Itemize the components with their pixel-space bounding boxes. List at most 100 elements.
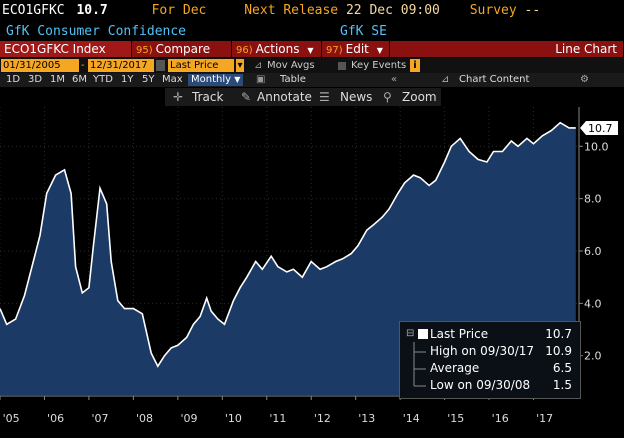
field-dropdown-icon[interactable]: ▾ [236, 59, 244, 72]
table-button[interactable]: Table [280, 74, 306, 85]
y-axis: 2.0 4.0 6.0 8.0 10.0 [578, 107, 624, 438]
chart-legend[interactable]: ⊟ Last Price 10.7 High on 09/30/17 10.9 … [399, 321, 581, 399]
x-tick-label: '09 [180, 412, 197, 425]
legend-low-label: Low on 09/30/08 [430, 378, 531, 392]
survey-label: Survey [469, 3, 517, 18]
legend-row-last-price: Last Price 10.7 [430, 327, 572, 342]
x-tick-label: '13 [358, 412, 375, 425]
legend-last-price-value: 10.7 [545, 327, 572, 341]
edit-label: Edit [345, 42, 369, 56]
edit-num: 97) [326, 45, 343, 56]
x-tick-label: '06 [47, 412, 64, 425]
x-tick-label: '11 [269, 412, 286, 425]
y-tick-label: 2.0 [584, 350, 602, 363]
actions-num: 96) [236, 45, 253, 56]
edit-button[interactable]: 97) Edit ▼ [322, 41, 390, 57]
x-tick-label: '17 [536, 412, 553, 425]
y-axis-bg [578, 107, 624, 438]
table-icon: ▣ [256, 74, 266, 85]
period-1y[interactable]: 1Y [121, 74, 134, 85]
chart-toolbar: ✛ Track ✎ Annotate ☰ News ⚲ Zoom [165, 88, 441, 106]
command-bar: ECO1GFKC Index 95) Compare 96) Actions ▼ 9… [0, 41, 624, 58]
pencil-icon: ✎ [241, 90, 252, 104]
chart-content-chart-icon: ⊿ [441, 74, 450, 85]
frequency-select[interactable]: Monthly ▼ [188, 74, 244, 86]
legend-collapse-icon[interactable]: ⊟ [406, 328, 415, 339]
news-button[interactable]: News [340, 90, 373, 104]
mov-avgs-chart-icon: ⊿ [254, 60, 263, 71]
compare-num: 95) [136, 45, 153, 56]
ticker-line: ECO1GFKC 10.7 For Dec Next Release 22 De… [2, 3, 540, 18]
track-button[interactable]: Track [192, 90, 224, 104]
legend-tree-lines-icon [413, 342, 426, 387]
chart-type-label: Line Chart [555, 42, 617, 56]
ticker-value: 10.7 [76, 3, 108, 18]
security-field[interactable]: ECO1GFKC Index [0, 41, 132, 57]
next-release-label: Next Release [244, 3, 339, 18]
crosshair-icon: ✛ [173, 90, 184, 104]
legend-high-label: High on 09/30/17 [430, 344, 535, 358]
key-events-checkbox[interactable] [338, 62, 346, 70]
period-ytd[interactable]: YTD [93, 74, 113, 85]
magnifier-icon: ⚲ [383, 90, 392, 104]
description: GfK Consumer Confidence [6, 24, 187, 39]
period-6m[interactable]: 6M [72, 74, 87, 85]
period-1d[interactable]: 1D [6, 74, 21, 85]
security-label: ECO1GFKC Index [4, 42, 106, 56]
date-separator: - [81, 60, 85, 71]
source: GfK SE [340, 24, 387, 39]
x-tick-label: '12 [314, 412, 331, 425]
legend-row-low: Low on 09/30/08 1.5 [430, 378, 572, 393]
actions-chevron-down-icon: ▼ [307, 46, 314, 55]
key-events-label[interactable]: Key Events [351, 60, 407, 71]
period-1m[interactable]: 1M [50, 74, 65, 85]
x-tick-label: '05 [3, 412, 20, 425]
x-tick-label: '16 [492, 412, 509, 425]
last-value-text: 10.7 [588, 122, 613, 135]
chart-type-button[interactable]: Line Chart [390, 41, 624, 57]
description-bar: GfK Consumer Confidence GfK SE [0, 24, 624, 41]
date-bar: 01/31/2005 - 12/31/2017 Last Price ▾ ⊿ M… [0, 58, 624, 73]
header-bar: ECO1GFKC 10.7 For Dec Next Release 22 De… [0, 0, 624, 24]
x-tick-label: '10 [225, 412, 242, 425]
period-5y[interactable]: 5Y [142, 74, 155, 85]
end-date-input[interactable]: 12/31/2017 [88, 59, 154, 72]
period-max[interactable]: Max [162, 74, 183, 85]
legend-row-average: Average 6.5 [430, 361, 572, 376]
legend-last-price-label: Last Price [430, 327, 489, 341]
last-value-label: 10.7 [580, 120, 618, 135]
x-tick-label: '14 [403, 412, 420, 425]
actions-label: Actions [255, 42, 300, 56]
y-tick-label: 8.0 [584, 193, 602, 206]
compare-label: Compare [155, 42, 211, 56]
y-tick-label: 6.0 [584, 245, 602, 258]
edit-chevron-down-icon: ▼ [376, 46, 383, 55]
compare-button[interactable]: 95) Compare [132, 41, 232, 57]
legend-high-value: 10.9 [545, 344, 572, 358]
frequency-label: Monthly [191, 74, 232, 85]
info-icon[interactable]: i [410, 59, 420, 72]
actions-button[interactable]: 96) Actions ▼ [232, 41, 322, 57]
x-axis: '05 '06 '07 '08 '09 '10 '11 '12 '13 '14 '15 '16 '17 [0, 395, 579, 425]
start-date-input[interactable]: 01/31/2005 [1, 59, 79, 72]
chart-content-button[interactable]: Chart Content [459, 74, 530, 85]
collapse-left-icon[interactable]: « [391, 74, 398, 85]
field-selector[interactable]: Last Price [168, 59, 234, 72]
settings-gear-icon[interactable]: ⚙ [580, 74, 589, 85]
period-bar: 1D 3D 1M 6M YTD 1Y 5Y Max Monthly ▼ ▣ Ta… [0, 73, 624, 87]
zoom-button[interactable]: Zoom [402, 90, 437, 104]
legend-low-value: 1.5 [552, 378, 572, 392]
annotate-button[interactable]: Annotate [257, 90, 312, 104]
y-tick-label: 4.0 [584, 297, 602, 310]
news-list-icon: ☰ [319, 90, 330, 104]
x-tick-label: '08 [136, 412, 153, 425]
for-label: For [151, 3, 176, 18]
mov-avgs-label[interactable]: Mov Avgs [267, 60, 315, 71]
y-tick-label: 10.0 [584, 140, 609, 153]
price-line [0, 121, 576, 368]
calendar-icon[interactable] [156, 60, 165, 71]
period-3d[interactable]: 3D [28, 74, 43, 85]
survey-value: -- [524, 3, 541, 18]
last-price-swatch-icon [418, 329, 428, 339]
for-value: Dec [182, 3, 207, 18]
